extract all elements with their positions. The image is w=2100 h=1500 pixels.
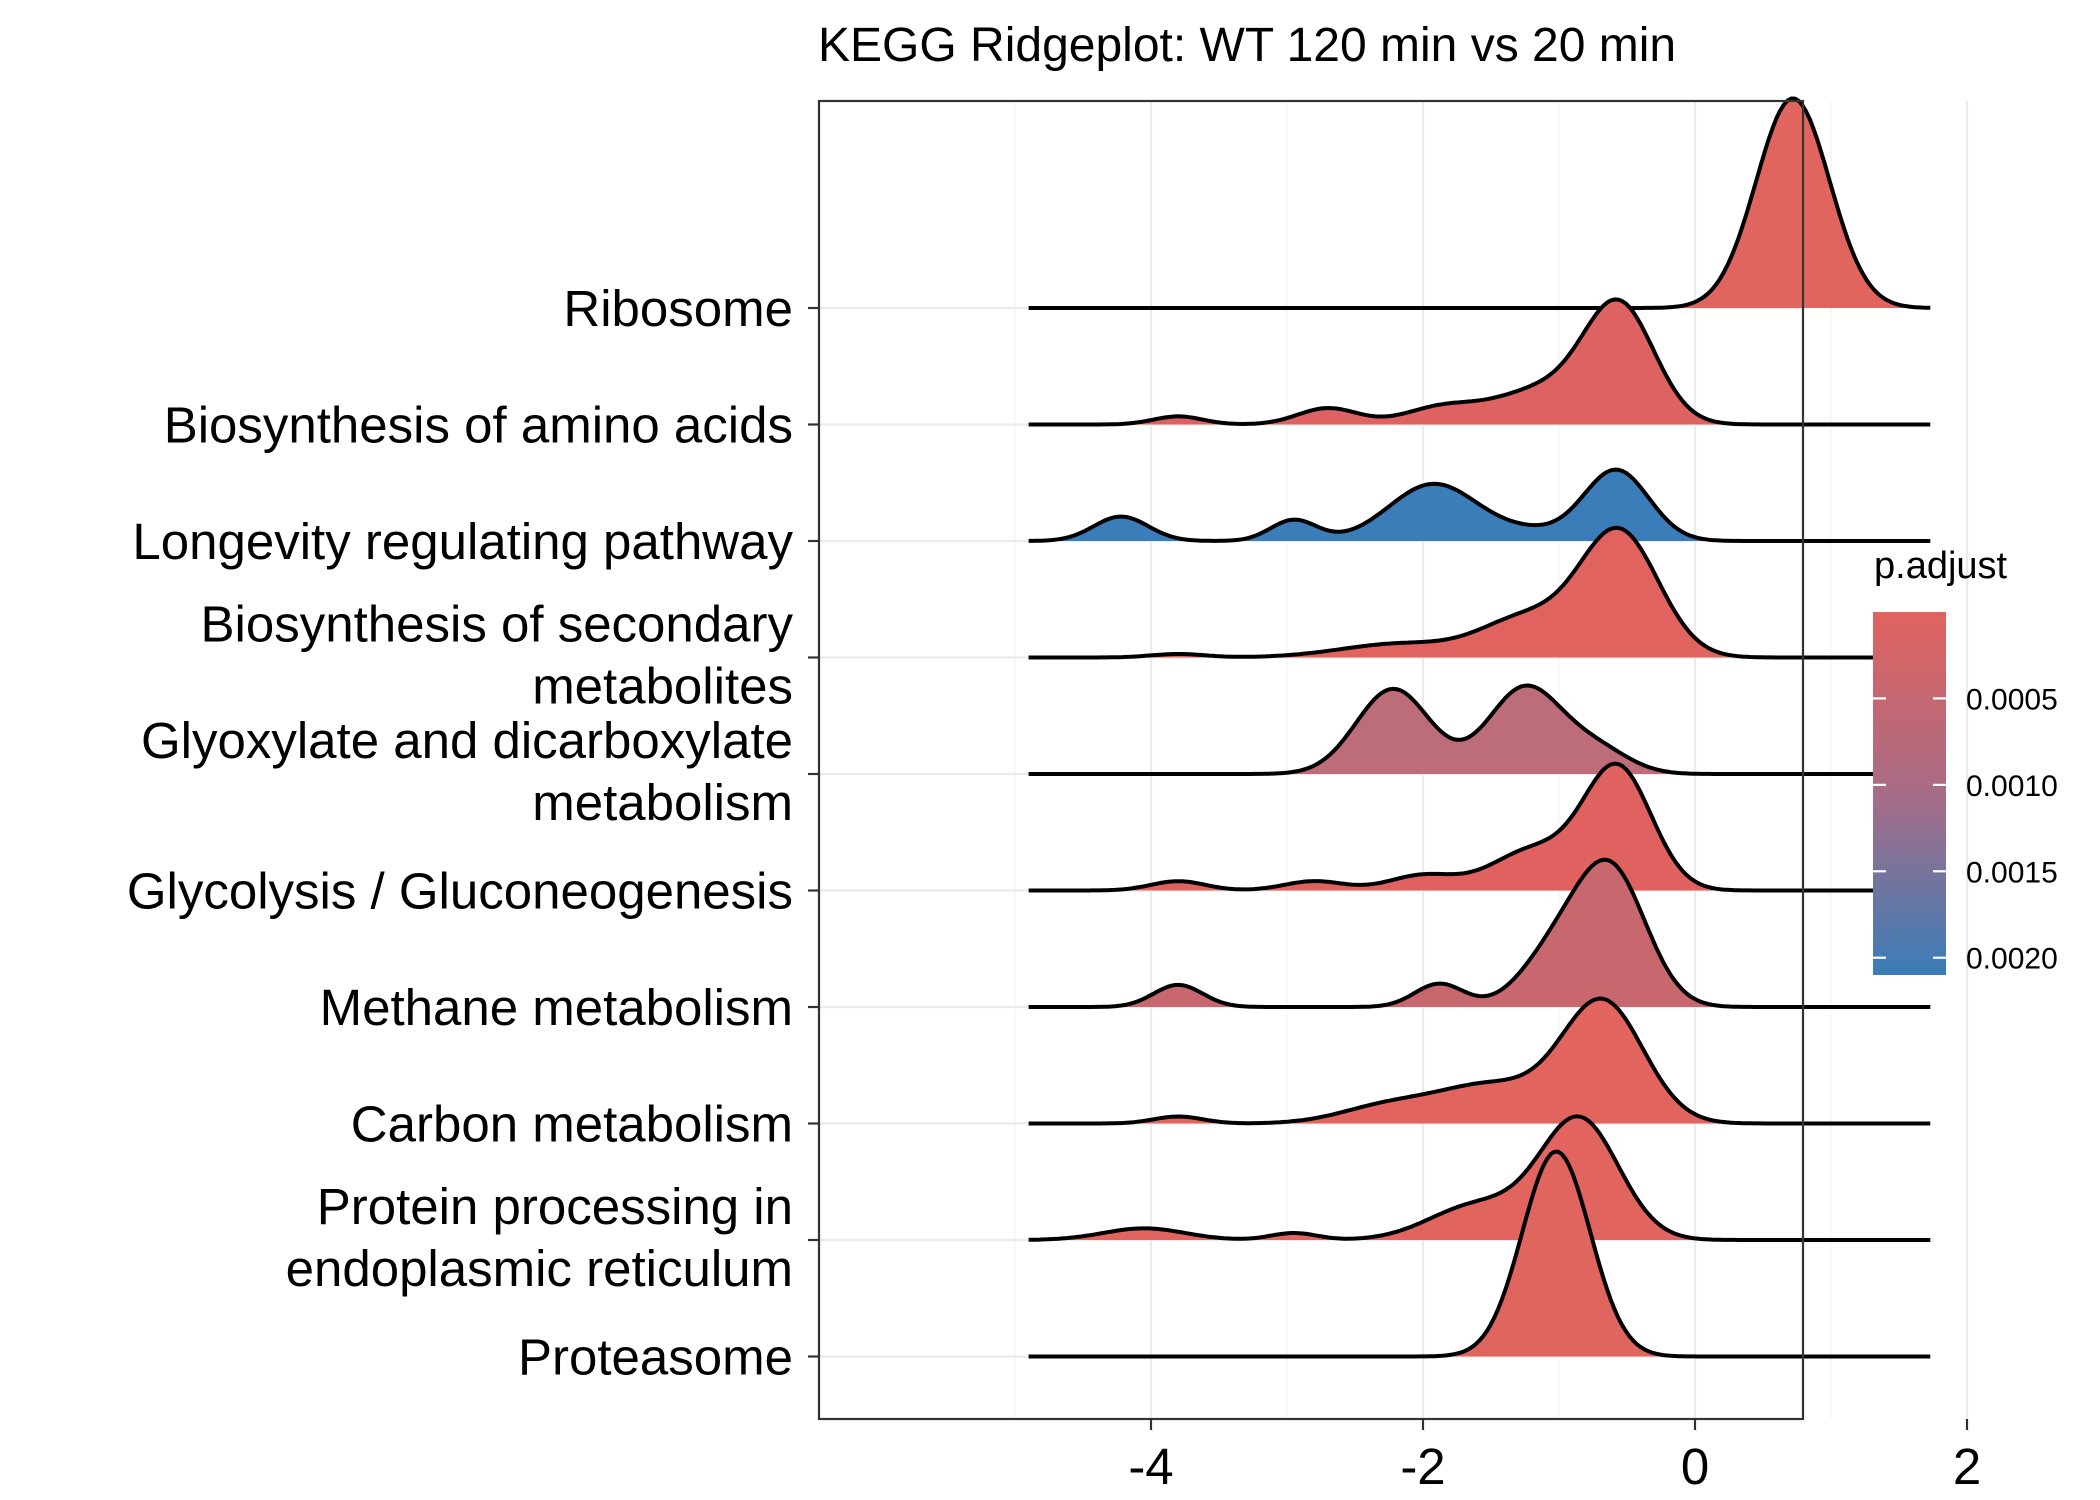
ridges-layer [1028,96,1931,1359]
plot-panel [817,96,1969,1421]
ridge-outline [1028,683,1931,776]
y-tick-label: Biosynthesis of secondary [201,596,794,653]
y-tick-label: Glyoxylate and dicarboxylate [141,712,793,769]
legend-colorbar [1873,612,1946,975]
y-tick-label: Ribosome [563,280,793,337]
y-tick-label: Longevity regulating pathway [132,513,793,570]
ridge-outline [1028,525,1931,660]
chart-title: KEGG Ridgeplot: WT 120 min vs 20 min [818,19,1676,72]
ridge-fill [1028,998,1931,1124]
x-axis: -4 -2 0 2 [1128,1419,1981,1495]
legend: p.adjust 0.0005 0.0010 0.0015 0.0020 [1873,545,2058,976]
ridge-outline [1028,857,1931,1009]
y-tick-label: endoplasmic reticulum [286,1240,793,1297]
y-tick-label: Methane metabolism [320,979,793,1036]
x-tick-label: 0 [1681,1438,1709,1495]
legend-ticks: 0.0005 0.0010 0.0015 0.0020 [1873,683,2058,976]
y-tick-label: Carbon metabolism [351,1096,793,1153]
y-axis: Ribosome Biosynthesis of amino acids Longe… [127,280,819,1386]
y-tick-label: Proteasome [518,1329,793,1386]
ridge-outline [1028,467,1931,543]
panel-border [817,99,1805,1421]
ridge-outline [1028,1149,1931,1359]
legend-tick-label: 0.0005 [1966,683,2058,716]
legend-title: p.adjust [1874,545,2008,587]
ridge-outline [1028,761,1931,893]
x-tick-label: -2 [1400,1438,1445,1495]
y-tick-label: Protein processing in [317,1178,793,1235]
x-tick-label: 2 [1953,1438,1981,1495]
y-tick-label: Glycolysis / Gluconeogenesis [127,863,793,920]
y-tick-label: metabolism [532,774,793,831]
ridge-outline [1028,1114,1931,1242]
ridge-outline [1028,297,1931,427]
y-tick-label: Biosynthesis of amino acids [164,397,793,454]
legend-tick-label: 0.0020 [1966,943,2058,976]
ridge-fill [1028,527,1931,658]
y-tick-label: metabolites [532,658,793,715]
legend-tick-label: 0.0015 [1966,856,2058,889]
ridge-outline [1028,96,1931,310]
ridge-fill [1028,1116,1931,1240]
ridge-outline [1028,996,1931,1126]
legend-tick-label: 0.0010 [1966,770,2058,803]
x-tick-label: -4 [1128,1438,1173,1495]
